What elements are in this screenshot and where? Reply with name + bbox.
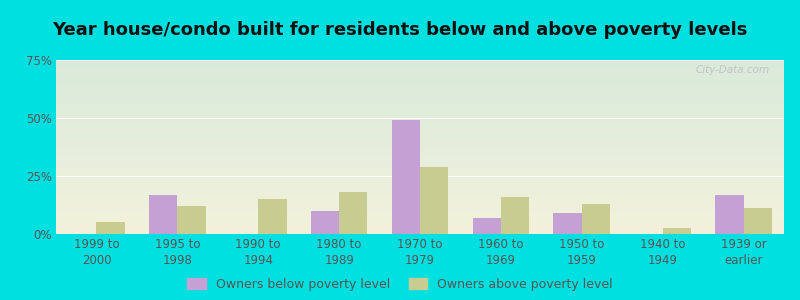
Bar [392, 120, 420, 234]
Bar [420, 167, 448, 234]
Bar [501, 197, 530, 234]
Bar [662, 228, 691, 234]
Bar [149, 195, 178, 234]
Text: City-Data.com: City-Data.com [695, 65, 770, 75]
Bar [311, 211, 339, 234]
Bar [743, 208, 772, 234]
Text: Year house/condo built for residents below and above poverty levels: Year house/condo built for residents bel… [52, 21, 748, 39]
Bar [178, 206, 206, 234]
Bar [582, 204, 610, 234]
Bar [258, 199, 286, 234]
Bar [473, 218, 501, 234]
Bar [715, 195, 743, 234]
Bar [97, 222, 125, 234]
Legend: Owners below poverty level, Owners above poverty level: Owners below poverty level, Owners above… [187, 278, 613, 291]
Bar [339, 192, 367, 234]
Bar [554, 213, 582, 234]
